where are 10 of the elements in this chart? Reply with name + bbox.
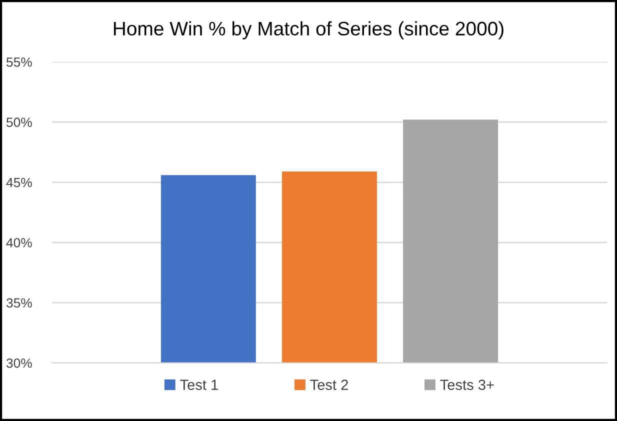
chart-title: Home Win % by Match of Series (since 2000)	[114, 21, 504, 40]
y-tick-label: 35%	[6, 298, 32, 308]
legend-label: Tests 3+	[440, 380, 494, 390]
y-tick-label: 30%	[6, 358, 32, 368]
legend-label: Test 1	[180, 380, 218, 390]
y-tick-label: 50%	[6, 118, 32, 127]
y-tick-label: 40%	[6, 238, 32, 248]
legend-label: Test 2	[310, 380, 348, 390]
y-tick-label: 55%	[6, 58, 32, 67]
y-tick-label: 45%	[6, 178, 32, 188]
